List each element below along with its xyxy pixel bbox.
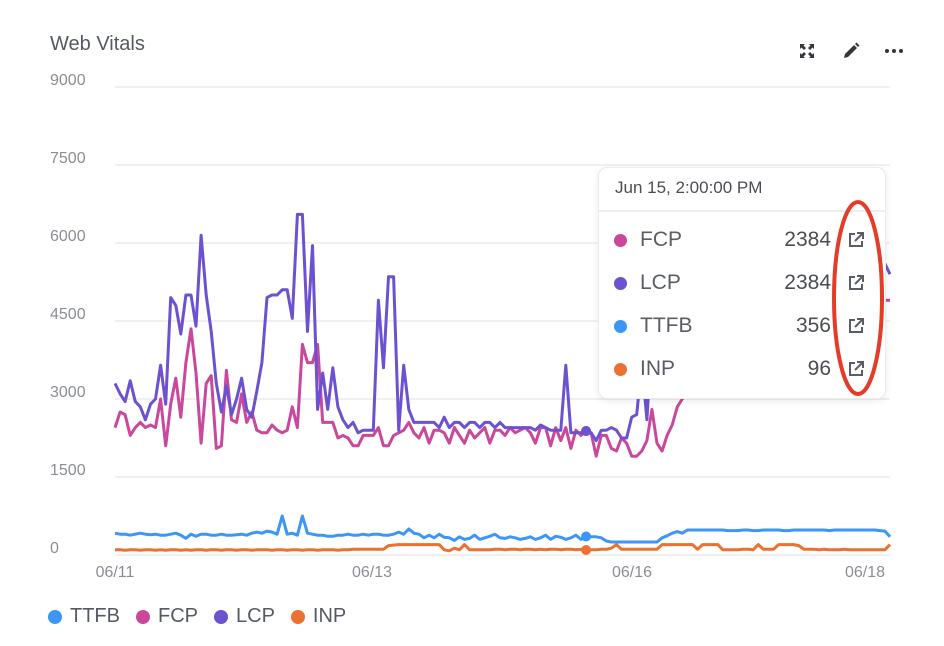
tooltip-value: 96 [807, 357, 831, 380]
legend-dot [136, 609, 150, 624]
x-tick-label: 06/11 [96, 564, 135, 581]
y-tick-label: 1500 [50, 462, 86, 479]
external-link-icon[interactable] [847, 274, 865, 292]
tooltip-label: TTFB [640, 314, 693, 337]
tooltip-label: FCP [640, 228, 682, 251]
panel-title: Web Vitals [50, 33, 145, 55]
legend-dot [290, 609, 305, 624]
chart-legend: TTFB FCP LCP INP [48, 605, 346, 628]
legend-label: INP [312, 605, 347, 627]
legend-dot [48, 609, 62, 624]
tooltip-label: LCP [640, 271, 681, 294]
legend-item-lcp[interactable]: LCP [214, 605, 275, 628]
tooltip-value: 2384 [784, 271, 831, 294]
x-tick-label: 06/16 [612, 564, 652, 581]
external-link-icon[interactable] [847, 360, 865, 378]
tooltip-value: 2384 [784, 228, 831, 251]
tooltip-value: 356 [795, 314, 831, 337]
external-link-icon[interactable] [847, 317, 865, 335]
highlight-point-lcp [581, 426, 592, 437]
series-dot [614, 319, 627, 333]
y-tick-label: 6000 [50, 228, 86, 245]
edit-pencil-icon[interactable] [840, 40, 862, 62]
expand-icon[interactable] [796, 40, 818, 62]
legend-label: TTFB [70, 605, 120, 627]
y-tick-label: 9000 [50, 72, 86, 89]
x-tick-label: 06/13 [352, 564, 392, 581]
y-tick-label: 7500 [50, 150, 86, 167]
series-dot [614, 362, 627, 376]
legend-item-fcp[interactable]: FCP [136, 605, 198, 628]
legend-item-inp[interactable]: INP [290, 605, 347, 628]
series-dot [614, 276, 627, 290]
highlight-point-ttfb [581, 531, 592, 542]
y-tick-label: 0 [50, 540, 59, 557]
tooltip-row-fcp: FCP 2384 [599, 225, 885, 255]
series-line-inp [115, 543, 892, 553]
series-dot [614, 233, 627, 247]
chart-tooltip: Jun 15, 2:00:00 PM FCP 2384 LCP 2384 TTF… [598, 167, 886, 399]
legend-dot [214, 609, 228, 624]
y-tick-label: 3000 [50, 384, 86, 401]
tooltip-row-ttfb: TTFB 356 [599, 311, 885, 341]
tooltip-label: INP [640, 357, 676, 380]
x-tick-label: 06/18 [845, 564, 885, 581]
legend-label: FCP [158, 605, 198, 627]
highlight-point-inp [581, 545, 592, 556]
series-line-ttfb [114, 514, 892, 544]
tooltip-title: Jun 15, 2:00:00 PM [599, 168, 885, 212]
legend-item-ttfb[interactable]: TTFB [48, 605, 120, 628]
tooltip-row-lcp: LCP 2384 [599, 268, 885, 298]
external-link-icon[interactable] [847, 231, 865, 249]
legend-label: LCP [236, 605, 275, 627]
y-tick-label: 4500 [50, 306, 86, 323]
more-options-icon[interactable] [883, 40, 905, 62]
tooltip-row-inp: INP 96 [599, 354, 885, 384]
